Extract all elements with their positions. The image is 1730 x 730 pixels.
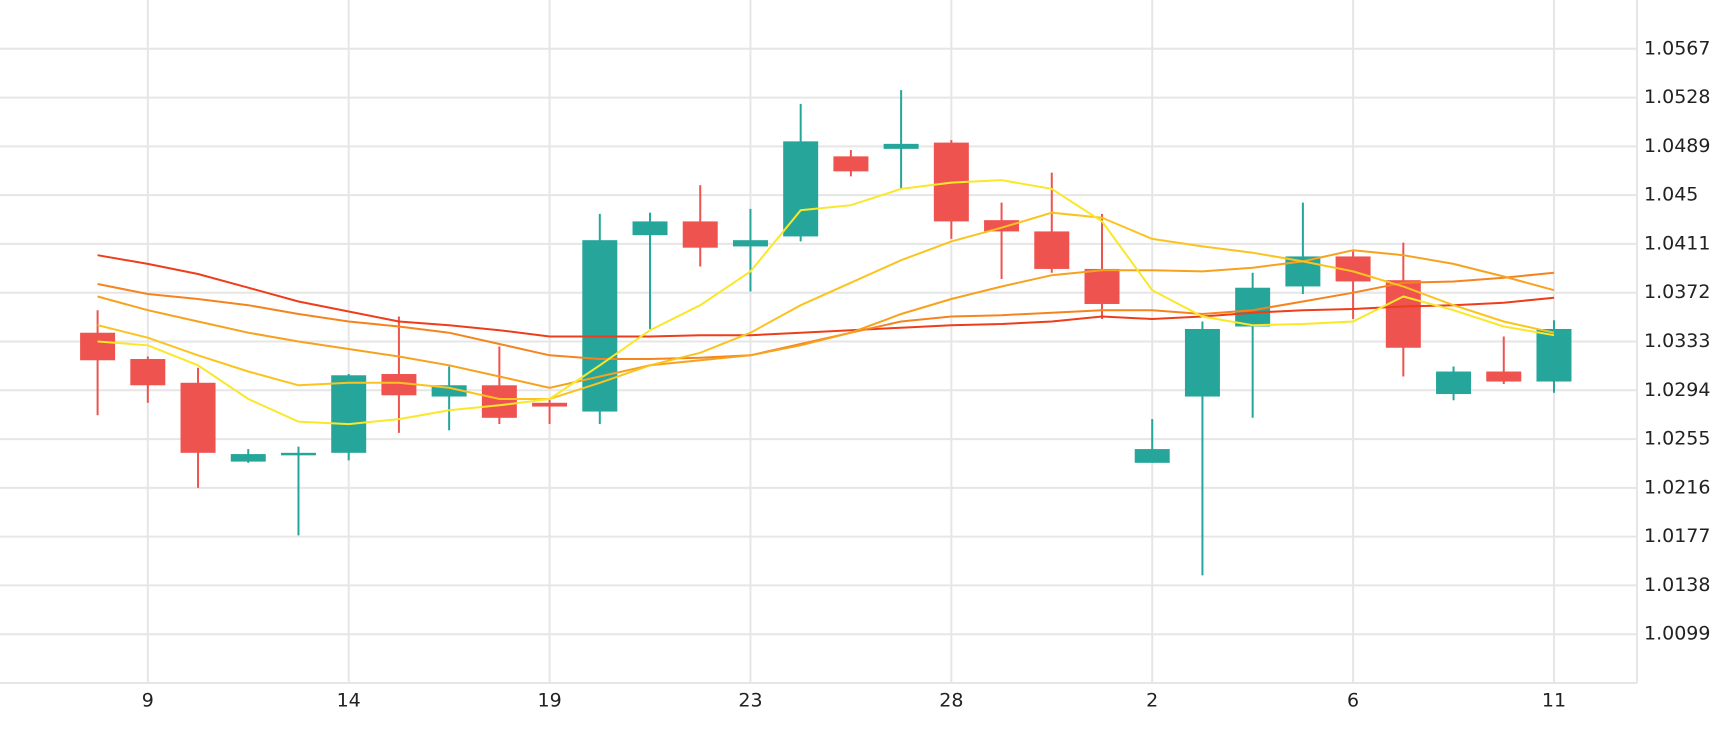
- candle-body: [431, 385, 467, 397]
- candle-body: [1436, 371, 1472, 395]
- candle-body: [1486, 371, 1522, 382]
- candle-body: [984, 220, 1020, 232]
- candle-body: [481, 385, 517, 418]
- candle-body: [833, 156, 869, 172]
- x-tick-label: 28: [939, 690, 963, 712]
- candle-body: [1184, 328, 1220, 397]
- y-tick-label: 1.0333: [1644, 330, 1710, 352]
- candle-body: [230, 454, 266, 462]
- y-tick-label: 1.0372: [1644, 281, 1710, 303]
- y-tick-label: 1.0177: [1644, 525, 1710, 547]
- x-tick-label: 14: [337, 690, 361, 712]
- candle-body: [682, 221, 718, 248]
- moving-average-line: [97, 249, 1555, 389]
- y-tick-label: 1.0099: [1644, 623, 1710, 645]
- candle-body: [1235, 287, 1271, 327]
- y-tick-label: 1.0294: [1644, 379, 1710, 401]
- moving-average-line: [97, 254, 1555, 338]
- moving-average-line: [97, 211, 1555, 400]
- candle-body: [180, 382, 216, 453]
- candle-body: [632, 221, 668, 236]
- candle-body: [1034, 231, 1070, 269]
- candle-body: [1536, 328, 1572, 382]
- candle-body: [783, 141, 819, 237]
- candle-body: [331, 375, 367, 453]
- x-tick-label: 2: [1146, 690, 1158, 712]
- candle-body: [883, 143, 919, 149]
- y-tick-label: 1.045: [1644, 184, 1698, 206]
- candle-body: [130, 359, 166, 386]
- x-tick-label: 19: [537, 690, 561, 712]
- candle-body: [80, 332, 116, 361]
- candle-body: [280, 452, 316, 456]
- candle-body: [381, 374, 417, 396]
- y-tick-label: 1.0567: [1644, 37, 1710, 59]
- y-tick-label: 1.0489: [1644, 135, 1710, 157]
- candle-body: [732, 240, 768, 247]
- x-tick-label: 6: [1347, 690, 1359, 712]
- y-tick-label: 1.0138: [1644, 574, 1710, 596]
- candle-body: [532, 402, 568, 407]
- moving-average-line: [97, 179, 1555, 426]
- y-tick-label: 1.0255: [1644, 428, 1710, 450]
- candle-body: [1134, 449, 1170, 463]
- x-tick-label: 11: [1542, 690, 1566, 712]
- y-tick-label: 1.0216: [1644, 476, 1710, 498]
- candle-body: [1084, 268, 1120, 304]
- x-tick-label: 9: [142, 690, 154, 712]
- moving-average-line: [97, 271, 1555, 360]
- x-tick-label: 23: [738, 690, 762, 712]
- y-tick-label: 1.0411: [1644, 232, 1710, 254]
- y-tick-label: 1.0528: [1644, 86, 1710, 108]
